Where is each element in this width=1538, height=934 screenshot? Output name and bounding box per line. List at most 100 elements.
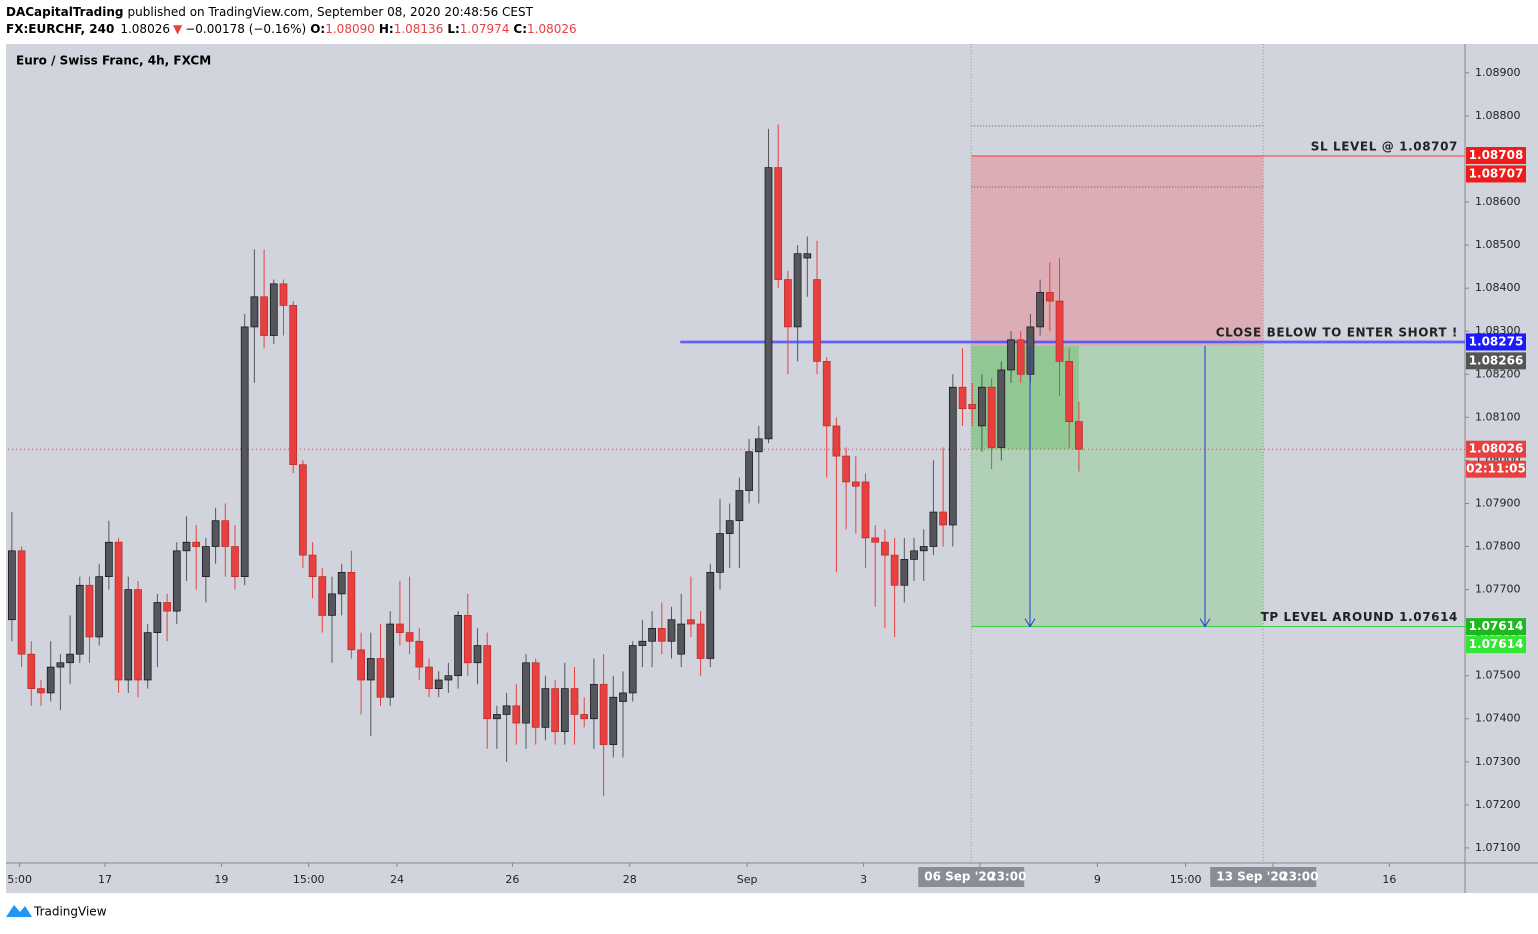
header-line: DACapitalTrading published on TradingView… <box>6 5 534 19</box>
date-badge-time: 23:00 <box>1280 870 1318 884</box>
candle-body <box>580 714 589 720</box>
candle-body <box>337 571 346 595</box>
last: 1.08026 <box>120 22 170 36</box>
candle-body <box>182 541 191 552</box>
arrow-head <box>1199 618 1211 628</box>
price-badge <box>1466 352 1526 370</box>
candle-body <box>8 550 16 621</box>
candle-body <box>987 386 996 448</box>
value: 1.08136 <box>394 22 444 36</box>
candle-body <box>657 627 666 642</box>
x-tick-label: 3 <box>860 873 867 886</box>
annotation: SL LEVEL @ 1.08707 <box>1311 139 1458 153</box>
candle-body <box>813 279 821 362</box>
logo-icon <box>6 905 32 917</box>
candle-body <box>202 546 210 578</box>
candle-body <box>260 296 268 336</box>
candle-body <box>958 386 967 410</box>
candle-body <box>687 619 695 625</box>
candle-body <box>851 481 860 487</box>
label: O: <box>310 22 325 36</box>
candle-body <box>599 683 608 745</box>
label: L: <box>447 22 459 36</box>
x-tick-label: 5:00 <box>7 873 32 886</box>
y-tick-label: 1.07100 <box>1475 841 1521 854</box>
x-tick-label: 9 <box>1094 873 1101 886</box>
candle-body <box>861 481 870 539</box>
reward-zone <box>971 345 1264 627</box>
candle-body <box>754 438 763 453</box>
candle-body <box>1045 292 1054 302</box>
candle-body <box>735 490 744 522</box>
candle-body <box>114 541 123 681</box>
published: published on TradingView.com, September … <box>128 5 534 19</box>
candle-body <box>822 361 831 427</box>
date-badge <box>918 867 1025 887</box>
candle-body <box>172 550 181 612</box>
candle-body <box>37 688 45 694</box>
candle-body <box>716 533 724 573</box>
date-badge-date: 06 Sep '20 <box>924 870 995 884</box>
candle-body <box>153 602 162 633</box>
header-quote: FX:EURCHF, 240 1.08026 ▼ −0.00178 (−0.16%) O… <box>6 22 577 36</box>
candle-body <box>192 541 201 547</box>
candle-body <box>279 283 288 306</box>
candle-body <box>17 550 26 655</box>
x-tick-label: 15:00 <box>293 873 325 886</box>
candle-body <box>842 455 850 483</box>
candle-body <box>46 666 55 694</box>
y-tick-label: 1.08500 <box>1475 238 1521 251</box>
risk-zone <box>971 155 1264 346</box>
chart-title: Euro / Swiss Franc, 4h, FXCM <box>16 54 211 68</box>
candle-body <box>948 386 957 526</box>
annotation: CLOSE BELOW TO ENTER SHORT ! <box>1216 325 1458 339</box>
y-tick-label: 1.08100 <box>1475 410 1521 423</box>
candle-body <box>619 692 627 702</box>
candle-body <box>1055 300 1064 362</box>
candle-body <box>134 589 142 681</box>
annotation: TP LEVEL AROUND 1.07614 <box>1261 610 1458 624</box>
candle-body <box>454 615 462 677</box>
candle-body <box>357 649 365 681</box>
y-tick-label: 1.07200 <box>1475 798 1521 811</box>
y-tick-label: 1.07800 <box>1475 540 1521 553</box>
candle-body <box>512 705 521 724</box>
candle-body <box>609 696 618 745</box>
candle-body <box>793 253 802 328</box>
date-badge-date: 13 Sep '20 <box>1216 870 1287 884</box>
candle-body <box>463 615 472 664</box>
candle-body <box>1036 292 1044 328</box>
candle-body <box>677 623 686 655</box>
candle-body <box>425 666 433 689</box>
candle-body <box>240 326 249 578</box>
candle-body <box>725 520 734 534</box>
candle-body <box>85 584 94 638</box>
candle-body <box>997 369 1006 448</box>
x-tick-label: 28 <box>623 873 637 886</box>
candle-body <box>590 683 598 720</box>
x-tick-label: 17 <box>98 873 112 886</box>
candle-body <box>541 688 550 728</box>
candle-body <box>919 546 928 552</box>
candle-body <box>366 658 375 681</box>
price-badge-label: 1.07614 <box>1469 637 1524 651</box>
price-badge <box>1466 618 1526 636</box>
value: 1.08090 <box>325 22 375 36</box>
candle-body <box>628 645 637 694</box>
y-tick-label: 1.07400 <box>1475 712 1521 725</box>
x-tick-label: 15:00 <box>1170 873 1202 886</box>
candle-body <box>890 554 899 586</box>
candle-body <box>211 520 220 547</box>
price-badge-label: 1.08266 <box>1469 353 1524 367</box>
candle-body <box>105 541 113 578</box>
x-tick-label: 19 <box>214 873 228 886</box>
price-badge-label: 1.08026 <box>1469 442 1524 456</box>
candle-body <box>929 511 938 547</box>
candle-body <box>1016 339 1025 375</box>
y-tick-label: 1.07300 <box>1475 755 1521 768</box>
candle-body <box>231 546 239 578</box>
candle-body <box>745 451 753 491</box>
price-badge <box>1466 636 1526 654</box>
candle-body <box>774 167 783 280</box>
arrow-head <box>1024 618 1036 628</box>
